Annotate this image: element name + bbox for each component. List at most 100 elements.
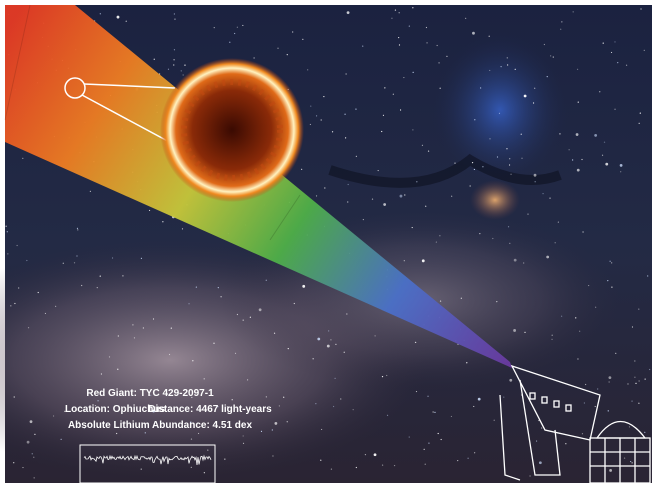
star	[362, 45, 364, 47]
star	[610, 51, 613, 54]
star	[217, 406, 219, 408]
star	[509, 242, 511, 244]
star	[140, 257, 143, 259]
star	[615, 352, 617, 355]
star	[638, 122, 640, 124]
star	[498, 112, 501, 114]
star	[438, 62, 440, 64]
star	[94, 405, 97, 407]
star	[471, 161, 474, 164]
star	[190, 421, 192, 423]
star	[273, 332, 276, 334]
spectral-line	[269, 194, 301, 241]
star	[293, 302, 295, 305]
source-marker	[64, 77, 86, 99]
star	[217, 287, 219, 289]
star	[469, 185, 471, 187]
star	[561, 21, 563, 23]
star	[5, 225, 7, 227]
star	[603, 141, 606, 143]
star	[355, 466, 357, 469]
star	[309, 123, 311, 126]
star	[500, 66, 502, 68]
star	[513, 258, 517, 262]
spectral-line	[4, 4, 31, 121]
abundance: Absolute Lithium Abundance: 4.51 dex	[68, 420, 253, 431]
telescope	[499, 364, 651, 484]
star	[162, 221, 164, 223]
star	[277, 47, 279, 49]
star	[408, 25, 410, 27]
star	[412, 7, 414, 9]
star	[439, 87, 441, 89]
star	[398, 12, 400, 14]
star	[181, 228, 184, 230]
star	[355, 155, 357, 157]
star	[506, 57, 508, 59]
star	[96, 286, 98, 289]
star	[381, 130, 383, 133]
distance: Distance: 4467 light-years	[148, 404, 272, 415]
star	[577, 358, 579, 360]
star	[440, 438, 442, 441]
star	[283, 396, 285, 398]
pointer-line	[83, 83, 176, 89]
star	[278, 405, 280, 407]
star	[601, 154, 604, 156]
star	[546, 255, 550, 259]
star	[242, 442, 245, 444]
star	[427, 395, 429, 397]
star	[521, 157, 523, 159]
star	[472, 31, 475, 35]
star	[609, 469, 613, 472]
star	[577, 101, 579, 103]
star	[190, 438, 193, 440]
star	[182, 74, 184, 76]
star	[510, 173, 512, 175]
star	[111, 257, 114, 259]
star	[549, 197, 551, 199]
star	[493, 419, 495, 421]
star	[152, 409, 155, 413]
star	[608, 381, 610, 383]
star	[265, 279, 267, 281]
star	[317, 337, 321, 341]
star	[416, 181, 418, 183]
star	[346, 313, 348, 315]
star	[588, 284, 590, 287]
star	[173, 64, 175, 66]
star	[37, 291, 39, 294]
star	[260, 430, 263, 432]
star	[242, 435, 244, 437]
star	[258, 308, 262, 312]
star	[424, 463, 426, 465]
star	[594, 134, 598, 137]
star	[572, 11, 574, 13]
star	[334, 377, 336, 379]
star	[457, 459, 459, 462]
star	[575, 133, 579, 136]
star	[33, 477, 35, 479]
star	[320, 459, 322, 461]
star	[414, 341, 417, 343]
star	[554, 242, 556, 244]
star	[34, 433, 36, 435]
star	[634, 376, 636, 378]
star	[324, 187, 326, 189]
star	[224, 458, 226, 460]
star	[152, 318, 155, 320]
star	[466, 362, 468, 364]
star	[509, 158, 511, 160]
star	[170, 327, 172, 329]
star	[242, 24, 244, 27]
star	[565, 443, 567, 445]
star	[607, 280, 609, 282]
star	[226, 406, 228, 408]
star	[398, 44, 401, 46]
star	[534, 87, 536, 89]
star	[467, 457, 469, 459]
star	[489, 138, 491, 140]
star	[7, 253, 9, 255]
star	[320, 428, 323, 431]
star	[6, 231, 8, 233]
